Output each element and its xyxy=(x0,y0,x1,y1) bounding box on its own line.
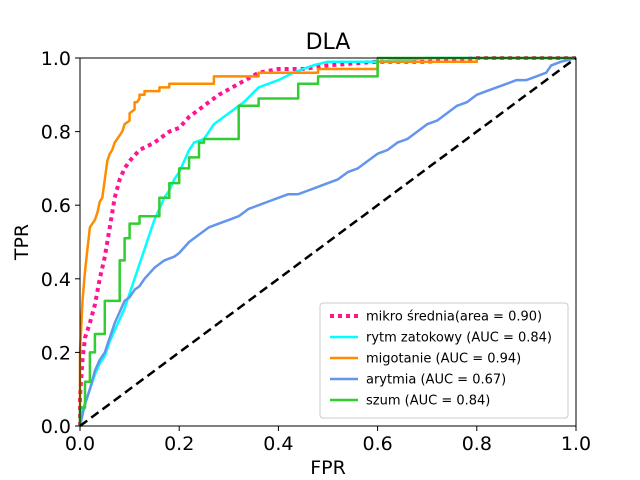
legend-label: mikro średnia(area = 0.90) xyxy=(366,310,542,325)
y-tick-label: 0.8 xyxy=(41,122,71,144)
series-line-1 xyxy=(78,56,576,426)
legend-box xyxy=(319,302,569,419)
legend-label: szum (AUC = 0.84) xyxy=(366,394,490,409)
legend: mikro średnia(area = 0.90) rytm zatokowy … xyxy=(319,302,569,419)
y-tick-label: 0.6 xyxy=(41,195,71,217)
y-tick-label: 0.0 xyxy=(41,416,71,438)
chart-title: DLA xyxy=(306,30,351,55)
plot-frame xyxy=(79,57,577,427)
y-axis-label: TPR xyxy=(11,224,33,261)
y-tick-label: 0.2 xyxy=(41,342,71,364)
y-tick-label: 1.0 xyxy=(41,48,71,70)
x-tick-label: 0.0 xyxy=(65,433,95,455)
legend-label: migotanie (AUC = 0.94) xyxy=(366,352,521,367)
series-line-2 xyxy=(78,56,576,426)
x-tick-label: 0.2 xyxy=(164,433,194,455)
series-line-0 xyxy=(78,56,576,426)
y-tick-label: 0.4 xyxy=(41,269,71,291)
x-axis-label: FPR xyxy=(310,457,346,479)
x-tick-label: 0.8 xyxy=(462,433,492,455)
x-tick-label: 0.6 xyxy=(362,433,392,455)
legend-label: arytmia (AUC = 0.67) xyxy=(366,373,506,388)
legend-label: rytm zatokowy (AUC = 0.84) xyxy=(366,331,552,346)
x-tick-label: 1.0 xyxy=(561,433,591,455)
x-axis-ticks: 0.0 0.2 0.4 0.6 0.8 1.0 xyxy=(65,426,591,455)
x-tick-label: 0.4 xyxy=(263,433,293,455)
series-line-3 xyxy=(78,56,577,427)
series-line-4 xyxy=(78,56,576,426)
y-axis-ticks: 0.0 0.2 0.4 0.6 0.8 1.0 xyxy=(41,48,80,438)
plot-lines xyxy=(78,56,577,428)
chance-diagonal-line xyxy=(79,56,577,428)
